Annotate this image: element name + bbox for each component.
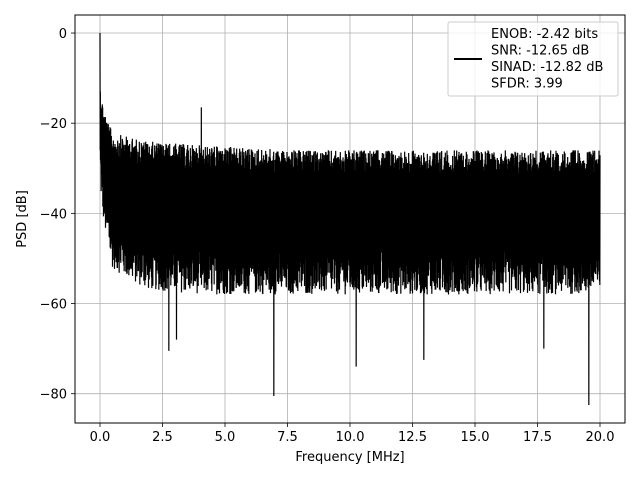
x-tick-label: 15.0 (461, 430, 490, 445)
x-tick-label: 7.5 (277, 430, 298, 445)
y-tick-label: 0 (59, 27, 67, 42)
x-tick-label: 0.0 (90, 430, 111, 445)
y-tick-label: −80 (40, 388, 67, 403)
legend-enob: ENOB: -2.42 bits (491, 27, 598, 42)
legend-box (447, 21, 619, 97)
y-tick-label: −40 (40, 207, 67, 222)
axis-ticks: 0.0 2.5 5.0 7.5 10.0 12.5 15.0 17.5 20.0 0 −20 −40 −… (40, 27, 615, 445)
x-tick-label: 2.5 (152, 430, 173, 445)
legend-sfdr: SFDR: 3.99 (491, 77, 563, 92)
y-tick-label: −20 (40, 117, 67, 132)
x-axis-label: Frequency [MHz] (295, 450, 404, 465)
legend: ENOB: -2.42 bits SNR: -12.65 dB SINAD: -… (447, 21, 619, 97)
psd-series-line (99, 33, 601, 405)
legend-sinad: SINAD: -12.82 dB (491, 60, 603, 75)
y-axis-label: PSD [dB] (15, 190, 30, 248)
y-tick-label: −60 (40, 298, 67, 313)
plot-area (99, 33, 601, 405)
x-tick-label: 5.0 (215, 430, 236, 445)
x-tick-label: 20.0 (586, 430, 615, 445)
x-tick-label: 10.0 (336, 430, 365, 445)
legend-snr: SNR: -12.65 dB (491, 44, 589, 59)
x-tick-label: 17.5 (523, 430, 552, 445)
x-tick-label: 12.5 (398, 430, 427, 445)
